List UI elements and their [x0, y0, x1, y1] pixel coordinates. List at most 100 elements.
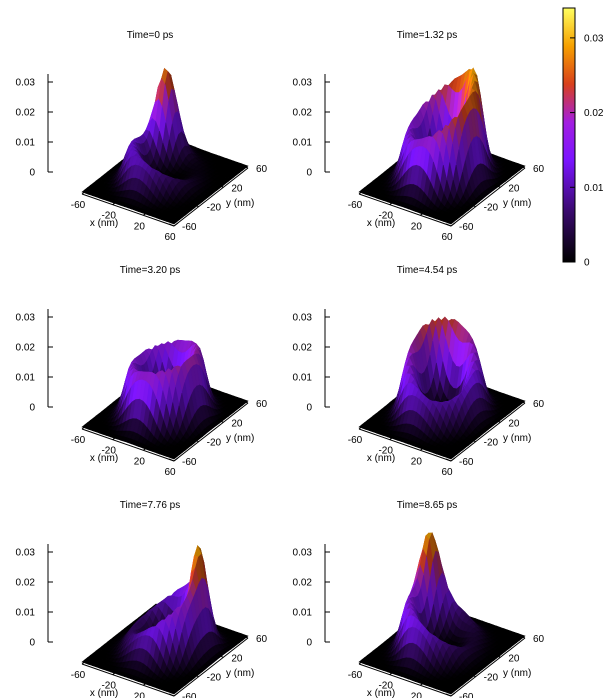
x-axis-label: x (nm) [367, 218, 395, 229]
x-tick-label: -20 [378, 211, 393, 222]
x-axis-line [358, 193, 452, 227]
z-tick-label: 0.03 [293, 78, 313, 89]
panel-title: Time=4.54 ps [397, 265, 458, 276]
x-axis-label: x (nm) [367, 688, 395, 698]
panel-title: Time=3.20 ps [120, 265, 181, 276]
y-tick-label: 20 [231, 653, 243, 664]
surface-panel: Time=0 ps 0 0.01 0.02 0.03 -60 -20 20 60 -60 -20 20… [16, 30, 268, 243]
z-tick-label: 0.02 [293, 578, 313, 589]
y-tick-label: 20 [508, 653, 520, 664]
y-axis-label: y (nm) [503, 198, 531, 209]
x-tick-label: 20 [134, 691, 146, 698]
surface-mesh [81, 544, 249, 695]
y-tick-label: -20 [207, 203, 222, 214]
y-tick-label: 60 [256, 164, 268, 175]
panels: Time=0 ps 0 0.01 0.02 0.03 -60 -20 20 60 -60 -20 20… [16, 30, 545, 698]
y-tick [470, 204, 476, 208]
y-axis-label: y (nm) [226, 433, 254, 444]
y-axis-label: y (nm) [226, 668, 254, 679]
x-tick-label: 60 [441, 232, 453, 243]
y-axis-label: y (nm) [226, 198, 254, 209]
z-tick-label: 0.03 [16, 78, 36, 89]
x-axis-label: x (nm) [90, 688, 118, 698]
x-tick-label: -60 [71, 435, 86, 446]
colorbar-tick-label: 0.02 [584, 108, 604, 119]
colorbar-tick-label: 0.01 [584, 183, 604, 194]
x-tick [81, 190, 87, 195]
z-tick-label: 0 [306, 638, 312, 649]
y-tick [445, 223, 452, 227]
surface-panel: Time=7.76 ps00.010.020.03-60-202060-60-2… [16, 500, 268, 698]
y-axis-line [173, 167, 249, 227]
z-tick-label: 0.02 [16, 108, 36, 119]
colorbar-gradient [562, 7, 576, 263]
x-tick-label: -60 [71, 200, 86, 211]
x-tick [450, 222, 456, 227]
z-tick-label: 0.01 [16, 138, 36, 149]
y-tick [193, 204, 199, 208]
z-tick-label: 0 [306, 168, 312, 179]
z-tick-label: 0 [306, 403, 312, 414]
x-tick [173, 222, 179, 227]
surface-mesh [81, 339, 249, 460]
y-tick-label: -20 [484, 673, 499, 684]
y-axis-line [450, 167, 526, 227]
surface-panel: Time=3.20 ps00.010.020.03-60-202060-60-2… [16, 265, 268, 478]
y-tick-label: 20 [508, 418, 520, 429]
x-tick-label: -60 [71, 670, 86, 681]
z-tick-label: 0.01 [293, 373, 313, 384]
surface-mesh [81, 67, 249, 225]
y-tick-label: -20 [484, 438, 499, 449]
y-tick-label: -20 [207, 673, 222, 684]
x-tick-label: 60 [441, 467, 453, 478]
z-tick-label: 0.01 [16, 608, 36, 619]
z-tick-label: 0 [29, 403, 35, 414]
panel-title: Time=0 ps [127, 30, 174, 41]
colorbar: 0 0.01 0.02 0.03 [562, 7, 604, 269]
y-tick-label: 60 [533, 399, 545, 410]
x-tick [143, 211, 148, 216]
x-tick-label: 20 [134, 456, 146, 467]
z-tick-label: 0.02 [16, 578, 36, 589]
y-tick-label: -60 [182, 457, 197, 468]
y-tick-label: 60 [256, 634, 268, 645]
y-tick-label: -20 [207, 438, 222, 449]
x-tick [420, 211, 425, 216]
y-tick [495, 184, 501, 188]
z-tick-label: 0.03 [293, 548, 313, 559]
x-axis-label: x (nm) [367, 453, 395, 464]
surface-facet [446, 220, 455, 225]
x-tick-label: -60 [348, 200, 363, 211]
y-tick-label: -60 [459, 692, 474, 698]
surface-panel: Time=1.32 ps 0 0.01 0.02 0.03 -60 -20 20 60 -60 -2… [293, 30, 545, 243]
panel-title: Time=7.76 ps [120, 500, 181, 511]
x-tick-label: -60 [348, 435, 363, 446]
panel-title: Time=1.32 ps [397, 30, 458, 41]
x-tick-label: 20 [134, 221, 146, 232]
y-tick-label: -60 [182, 222, 197, 233]
panel-title: Time=8.65 ps [397, 500, 458, 511]
y-tick [519, 165, 526, 169]
surface-facet [169, 220, 178, 225]
x-tick-label: -20 [101, 211, 116, 222]
x-axis-label: x (nm) [90, 218, 118, 229]
z-tick-label: 0.03 [16, 313, 36, 324]
y-tick-label: 60 [533, 634, 545, 645]
z-tick-label: 0.03 [293, 313, 313, 324]
x-tick [389, 201, 394, 206]
y-tick [168, 223, 175, 227]
y-tick-label: 60 [256, 399, 268, 410]
y-tick [242, 165, 249, 169]
z-tick-label: 0 [29, 168, 35, 179]
y-axis-label: y (nm) [503, 433, 531, 444]
y-tick-label: 20 [231, 183, 243, 194]
x-tick [112, 201, 117, 206]
z-tick-label: 0.01 [16, 373, 36, 384]
y-tick-label: -20 [484, 203, 499, 214]
z-tick-label: 0.01 [293, 138, 313, 149]
z-tick-label: 0.03 [16, 548, 36, 559]
y-tick-label: -60 [459, 222, 474, 233]
surface-panel: Time=8.65 ps00.010.020.03-60-202060-60-2… [293, 500, 545, 698]
z-tick-label: 0.01 [293, 608, 313, 619]
